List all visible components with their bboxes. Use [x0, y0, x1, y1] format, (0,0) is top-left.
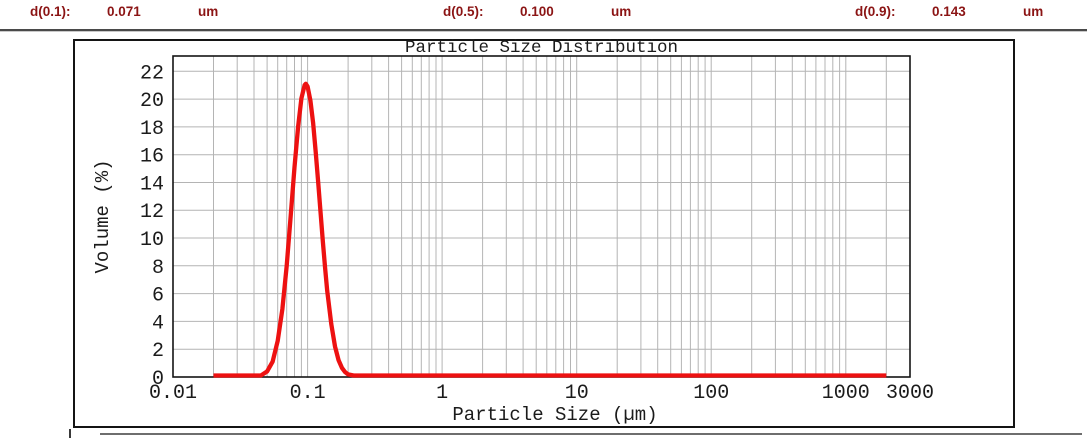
y-tick-label: 22 [140, 62, 164, 85]
d10-value: 0.071 [107, 4, 141, 19]
x-tick-label: 0.1 [290, 382, 326, 405]
next-section-left-border [69, 429, 71, 438]
d50-unit: um [611, 4, 632, 19]
x-tick-label: 1000 [822, 382, 870, 405]
x-tick-label: 1 [436, 382, 448, 405]
d10-unit: um [198, 4, 219, 19]
y-tick-label: 6 [152, 285, 164, 308]
d90-unit: um [1023, 4, 1044, 19]
y-tick-label: 18 [140, 118, 164, 141]
distribution-curve [213, 81, 887, 378]
x-tick-label: 10 [565, 382, 589, 405]
plot-border [172, 55, 911, 378]
y-tick-label: 16 [140, 146, 164, 169]
d50-value: 0.100 [520, 4, 554, 19]
chart-title: Particle Size Distribution [405, 38, 678, 58]
y-tick-label: 20 [140, 90, 164, 113]
y-tick-label: 14 [140, 174, 164, 197]
y-tick-label: 8 [152, 257, 164, 280]
d10-label: d(0.1): [30, 4, 71, 19]
next-section-top-border [100, 433, 1082, 435]
y-tick-label: 4 [152, 312, 164, 335]
x-tick-label: 3000 [886, 382, 934, 405]
header-separator-line [0, 29, 1087, 32]
d90-label: d(0.9): [855, 4, 896, 19]
d50-readout: d(0.5): 0.100 um [443, 4, 673, 22]
x-tick-label: 0.01 [149, 382, 197, 405]
d50-label: d(0.5): [443, 4, 484, 19]
d90-readout: d(0.9): 0.143 um [855, 4, 1085, 22]
d10-readout: d(0.1): 0.071 um [30, 4, 260, 22]
chart-frame [73, 39, 1015, 428]
y-tick-label: 0 [152, 368, 164, 391]
y-tick-label: 12 [140, 201, 164, 224]
d90-value: 0.143 [932, 4, 966, 19]
y-axis-label: Volume (%) [92, 159, 114, 273]
x-axis-label: Particle Size (µm) [452, 404, 657, 426]
y-tick-label: 10 [140, 229, 164, 252]
x-tick-label: 100 [693, 382, 729, 405]
y-tick-label: 2 [152, 340, 164, 363]
